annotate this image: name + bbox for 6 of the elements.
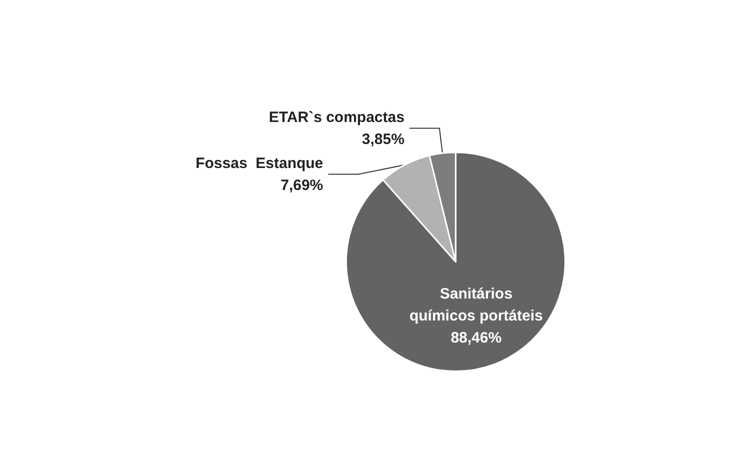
data-label: 7,69% (280, 176, 324, 194)
data-label: 3,85% (362, 130, 404, 148)
slice-label: ETAR`s compactas (268, 108, 404, 126)
slice-label: Sanitários químicos portáteis (409, 285, 543, 324)
data-label: 88,46% (450, 329, 502, 346)
slice-label: Fossas Estanque (196, 154, 324, 172)
